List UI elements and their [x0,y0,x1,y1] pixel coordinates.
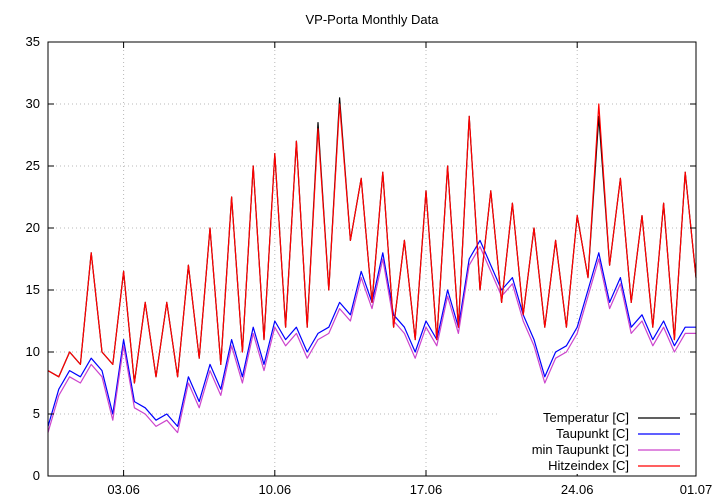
series-line-1 [47,239,696,427]
y-tick-label: 10 [26,344,40,359]
series-line-0 [47,97,697,384]
legend-label: Hitzeindex [C] [548,458,629,473]
legend-label: min Taupunkt [C] [532,442,629,457]
x-tick-label: 17.06 [410,482,443,497]
grid-lines [48,42,696,476]
x-tick-label: 01.07 [680,482,713,497]
x-tick-label: 10.06 [259,482,292,497]
y-tick-label: 0 [33,468,40,483]
series-line-2 [47,246,696,434]
chart-title: VP-Porta Monthly Data [306,12,440,27]
legend-background [500,408,690,474]
plot-frame [47,41,697,477]
x-tick-label: 24.06 [561,482,594,497]
y-tick-label: 20 [26,220,40,235]
series-layer [47,97,697,434]
legend-label: Taupunkt [C] [556,426,629,441]
legend: Temperatur [C]Taupunkt [C]min Taupunkt [… [500,408,690,474]
series-line-3 [47,103,697,384]
y-tick-label: 35 [26,34,40,49]
y-tick-label: 5 [33,406,40,421]
y-tick-label: 30 [26,96,40,111]
x-tick-label: 03.06 [107,482,140,497]
axis-ticks: 0 5 10 15 20 25 30 35 03.06 10.06 17.06 24.06 01.07 [26,34,713,497]
y-tick-label: 25 [26,158,40,173]
y-tick-label: 15 [26,282,40,297]
legend-label: Temperatur [C] [543,410,629,425]
